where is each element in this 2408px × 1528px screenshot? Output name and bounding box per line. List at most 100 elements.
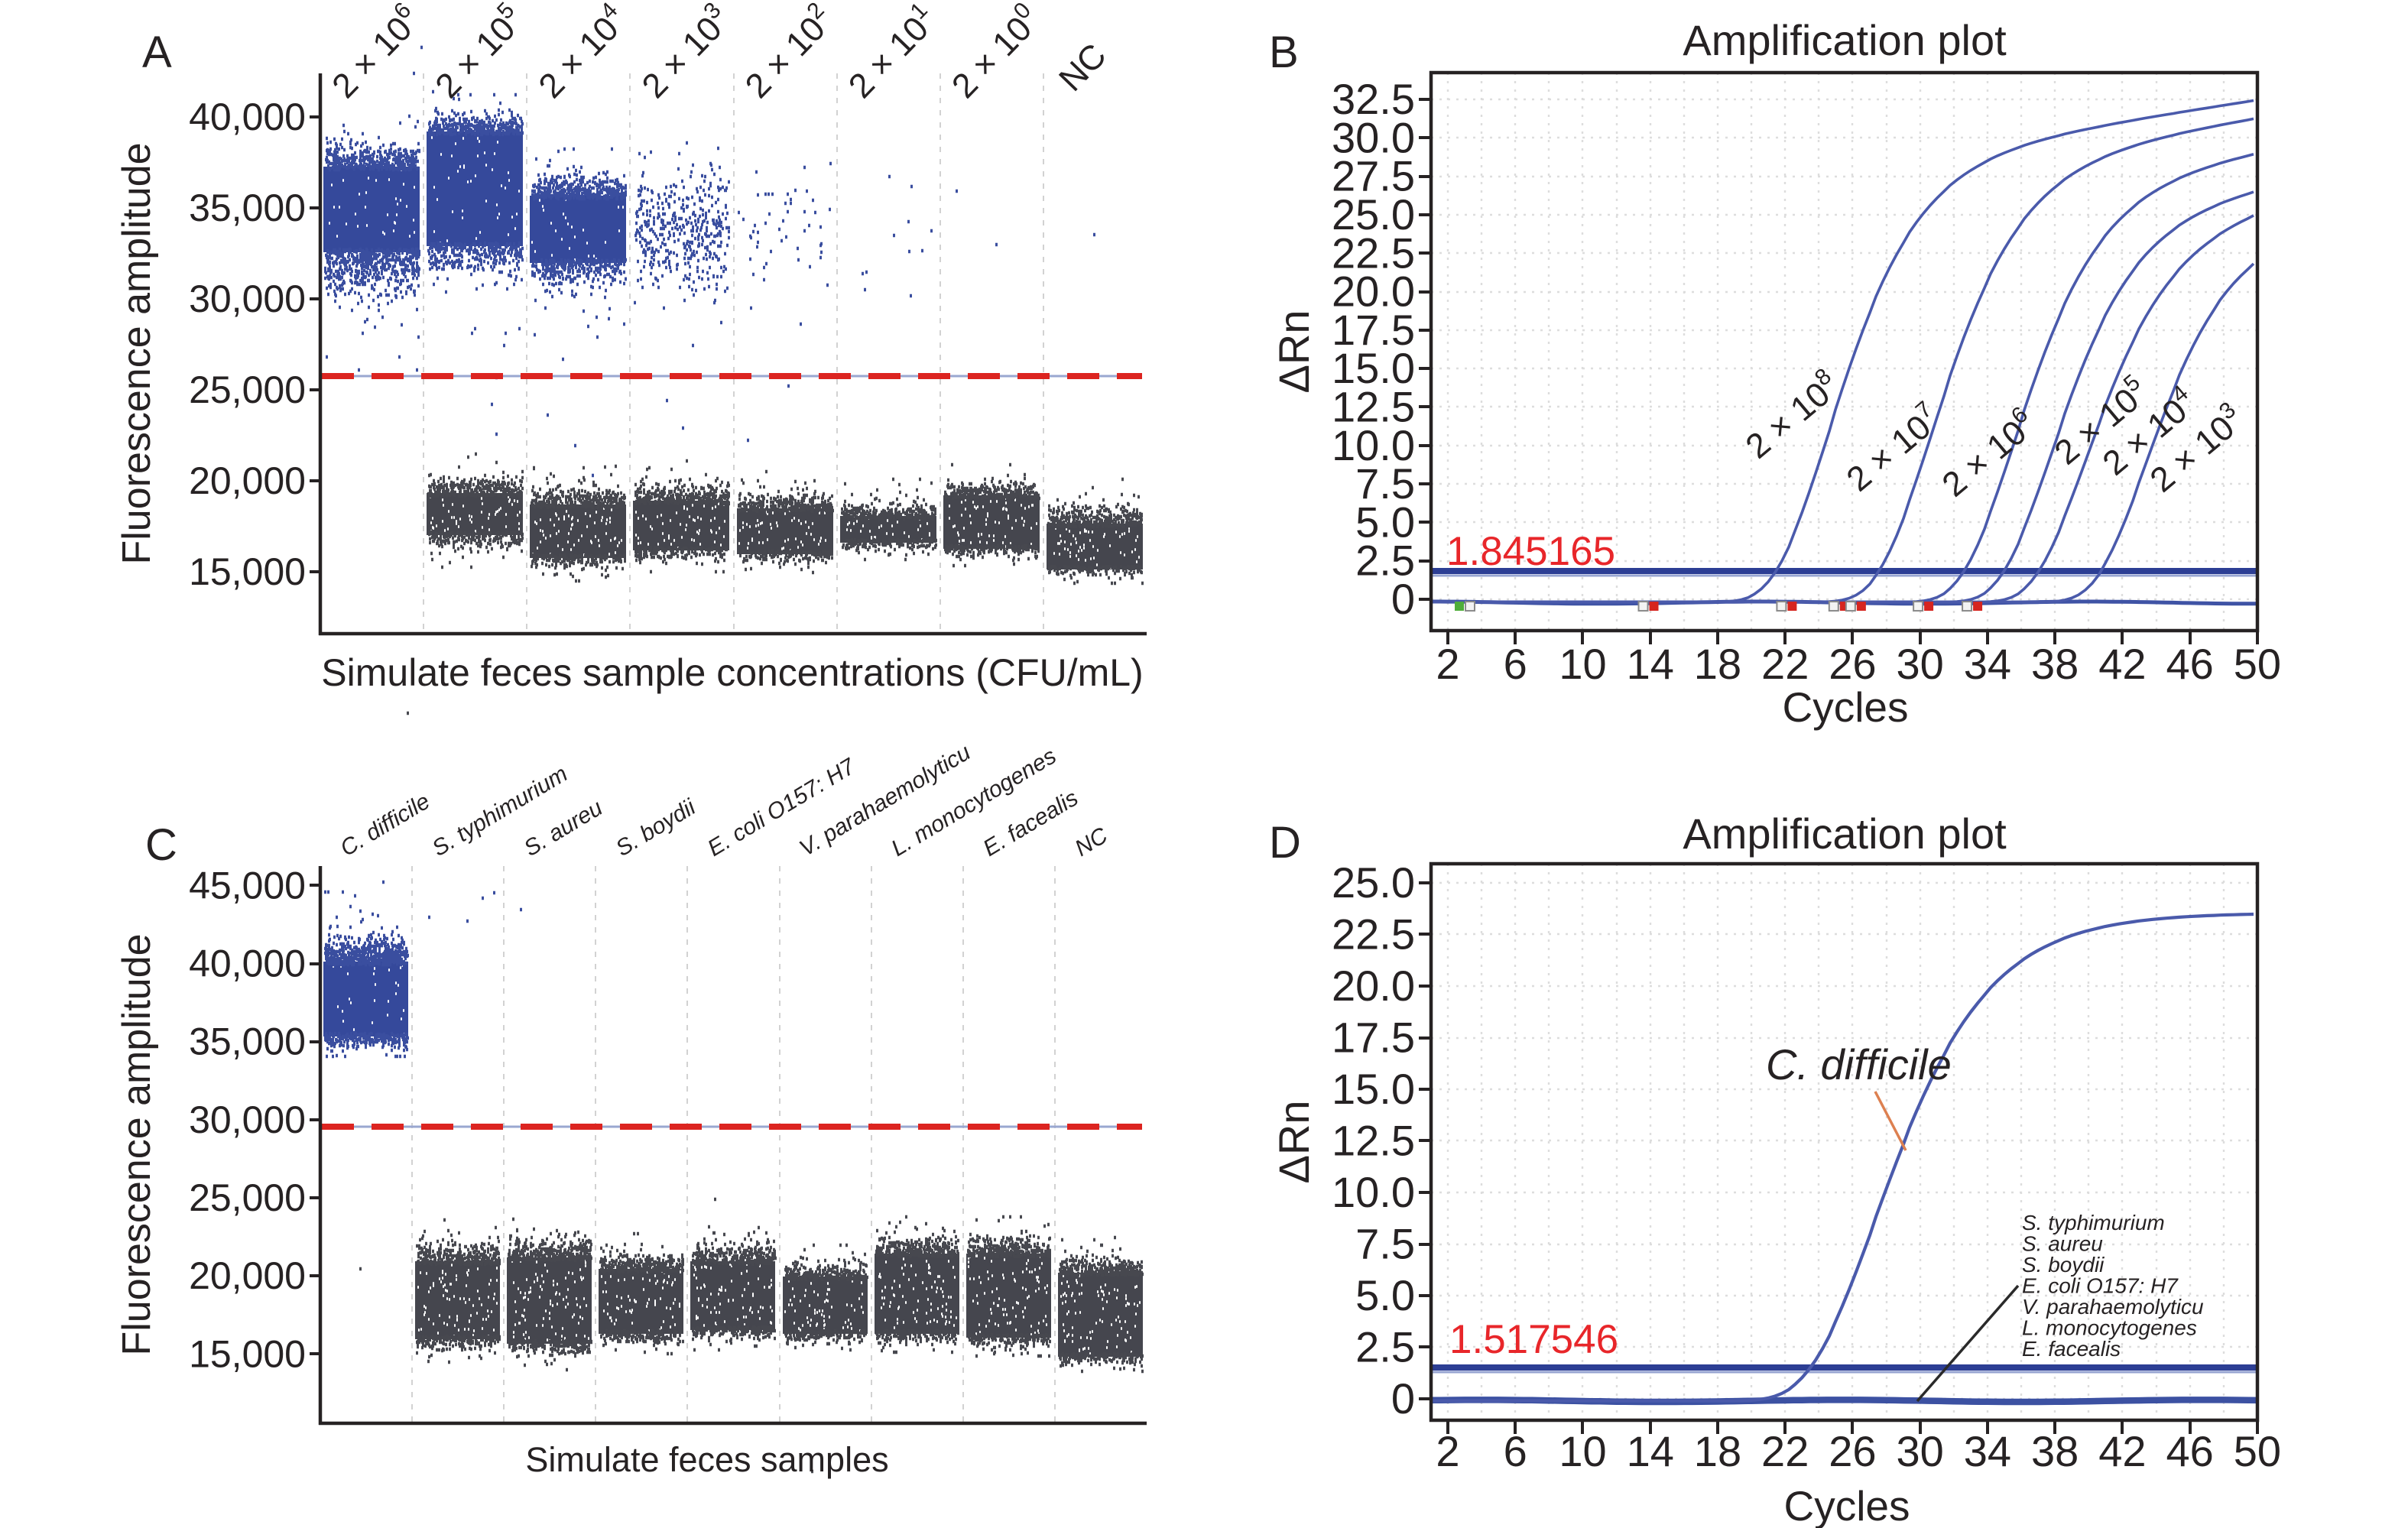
svg-text:10.0: 10.0 xyxy=(1332,1168,1415,1216)
svg-text:7.5: 7.5 xyxy=(1355,1220,1415,1268)
svg-text:14: 14 xyxy=(1627,1427,1674,1475)
svg-text:2.5: 2.5 xyxy=(1355,1323,1415,1371)
svg-text:E. coli O157: H7: E. coli O157: H7 xyxy=(2022,1274,2179,1298)
svg-text:Amplification plot: Amplification plot xyxy=(1683,809,2007,858)
svg-text:A: A xyxy=(142,28,172,77)
svg-text:25,000: 25,000 xyxy=(189,368,306,411)
svg-text:2 × 108: 2 × 108 xyxy=(1736,364,1847,466)
svg-text:12.5: 12.5 xyxy=(1332,1117,1415,1165)
svg-text:15,000: 15,000 xyxy=(189,1332,306,1375)
svg-text:Fluorescence amplitude: Fluorescence amplitude xyxy=(115,142,159,564)
svg-text:46: 46 xyxy=(2166,640,2213,688)
svg-text:17.5: 17.5 xyxy=(1332,1014,1415,1062)
svg-text:15.0: 15.0 xyxy=(1332,1065,1415,1113)
svg-text:30.0: 30.0 xyxy=(1332,113,1415,161)
svg-text:25.0: 25.0 xyxy=(1332,858,1415,907)
svg-text:20,000: 20,000 xyxy=(189,1254,306,1297)
svg-text:42: 42 xyxy=(2098,1427,2146,1475)
svg-text:26: 26 xyxy=(1829,1427,1876,1475)
svg-text:10: 10 xyxy=(1559,1427,1606,1475)
svg-text:2: 2 xyxy=(1436,1427,1459,1475)
svg-text:ΔRn: ΔRn xyxy=(1270,310,1318,394)
svg-text:C. difficile: C. difficile xyxy=(1766,1040,1952,1088)
svg-text:35,000: 35,000 xyxy=(189,1020,306,1063)
svg-text:2 × 107: 2 × 107 xyxy=(1837,397,1948,499)
svg-text:2.5: 2.5 xyxy=(1355,537,1415,585)
svg-text:5.0: 5.0 xyxy=(1355,1271,1415,1319)
svg-text:7.5: 7.5 xyxy=(1355,459,1415,508)
svg-text:38: 38 xyxy=(2031,1427,2079,1475)
svg-text:25.0: 25.0 xyxy=(1332,190,1415,238)
svg-text:2 × 100: 2 × 100 xyxy=(942,0,1048,105)
svg-text:S. typhimurium: S. typhimurium xyxy=(2022,1211,2165,1234)
svg-text:2 × 106: 2 × 106 xyxy=(1933,402,2043,504)
svg-text:L. monocytogenes: L. monocytogenes xyxy=(2022,1316,2197,1340)
svg-text:14: 14 xyxy=(1627,640,1674,688)
svg-text:D: D xyxy=(1269,818,1301,868)
svg-text:2 × 103: 2 × 103 xyxy=(632,0,738,105)
svg-text:34: 34 xyxy=(1964,640,2011,688)
svg-text:C. difficile: C. difficile xyxy=(336,789,434,861)
svg-text:S. boydii: S. boydii xyxy=(2022,1253,2105,1277)
svg-text:18: 18 xyxy=(1694,1427,1741,1475)
svg-text:26: 26 xyxy=(1829,640,1876,688)
svg-text:NC: NC xyxy=(1071,822,1112,861)
svg-text:1.517546: 1.517546 xyxy=(1449,1317,1618,1362)
svg-text:S. boydii: S. boydii xyxy=(612,794,701,861)
svg-text:20,000: 20,000 xyxy=(189,459,306,502)
svg-text:1.845165: 1.845165 xyxy=(1446,529,1615,574)
svg-text:Cycles: Cycles xyxy=(1783,1482,1910,1528)
svg-text:10: 10 xyxy=(1559,640,1606,688)
svg-text:S. aureu: S. aureu xyxy=(2022,1232,2103,1256)
svg-text:Fluorescence amplitude: Fluorescence amplitude xyxy=(115,933,159,1355)
svg-text:0: 0 xyxy=(1391,575,1415,623)
svg-text:20.0: 20.0 xyxy=(1332,962,1415,1010)
svg-text:B: B xyxy=(1269,28,1299,77)
svg-text:2 × 105: 2 × 105 xyxy=(425,0,531,105)
svg-text:34: 34 xyxy=(1964,1427,2011,1475)
svg-text:42: 42 xyxy=(2098,640,2146,688)
svg-text:Cycles: Cycles xyxy=(1782,683,1908,731)
svg-text:15,000: 15,000 xyxy=(189,550,306,593)
svg-text:50: 50 xyxy=(2234,1427,2281,1475)
svg-text:E. coli O157: H7: E. coli O157: H7 xyxy=(703,754,860,861)
svg-text:45,000: 45,000 xyxy=(189,864,306,907)
svg-text:40,000: 40,000 xyxy=(189,942,306,985)
svg-text:2 × 102: 2 × 102 xyxy=(735,0,842,105)
svg-text:10.0: 10.0 xyxy=(1332,421,1415,469)
svg-text:25,000: 25,000 xyxy=(189,1176,306,1219)
svg-text:Simulate feces sample concentr: Simulate feces sample concentrations (CF… xyxy=(321,651,1143,694)
svg-text:6: 6 xyxy=(1504,1427,1527,1475)
svg-text:15.0: 15.0 xyxy=(1332,344,1415,392)
svg-text:46: 46 xyxy=(2166,1427,2213,1475)
svg-text:30,000: 30,000 xyxy=(189,1098,306,1141)
svg-text:50: 50 xyxy=(2234,640,2281,688)
svg-text:18: 18 xyxy=(1694,640,1741,688)
svg-text:NC: NC xyxy=(1051,36,1114,99)
svg-text:2 × 101: 2 × 101 xyxy=(839,0,945,105)
svg-text:2 × 104: 2 × 104 xyxy=(528,0,634,105)
svg-text:22.5: 22.5 xyxy=(1332,229,1415,277)
svg-text:Amplification plot: Amplification plot xyxy=(1683,16,2007,64)
svg-text:V. parahaemolyticu: V. parahaemolyticu xyxy=(795,739,975,861)
svg-text:17.5: 17.5 xyxy=(1332,306,1415,354)
svg-text:22.5: 22.5 xyxy=(1332,910,1415,959)
svg-text:22: 22 xyxy=(1761,1427,1809,1475)
svg-text:30: 30 xyxy=(1897,1427,1944,1475)
svg-text:2: 2 xyxy=(1436,640,1459,688)
svg-text:V. parahaemolyticu: V. parahaemolyticu xyxy=(2022,1295,2204,1319)
svg-text:2 × 106: 2 × 106 xyxy=(322,0,428,105)
svg-text:30: 30 xyxy=(1897,640,1944,688)
svg-text:0: 0 xyxy=(1391,1374,1415,1423)
svg-text:35,000: 35,000 xyxy=(189,187,306,229)
svg-text:6: 6 xyxy=(1504,640,1527,688)
svg-text:32.5: 32.5 xyxy=(1332,75,1415,123)
svg-text:27.5: 27.5 xyxy=(1332,152,1415,200)
svg-text:C: C xyxy=(145,820,177,870)
svg-text:E. facealis: E. facealis xyxy=(2022,1337,2121,1361)
svg-text:5.0: 5.0 xyxy=(1355,498,1415,546)
svg-text:ΔRn: ΔRn xyxy=(1270,1101,1318,1184)
svg-text:22: 22 xyxy=(1761,640,1809,688)
svg-text:Simulate feces samples: Simulate feces samples xyxy=(525,1440,888,1479)
svg-text:30,000: 30,000 xyxy=(189,277,306,320)
